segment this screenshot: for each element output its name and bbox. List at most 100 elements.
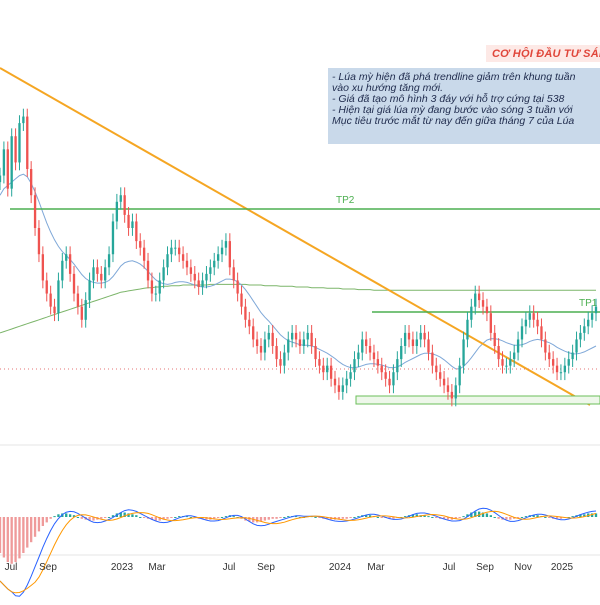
candle-body [423,332,426,340]
macd-bar [18,517,21,559]
macd-bar [170,517,173,518]
candle-body [30,169,33,196]
candle-body [166,254,169,268]
candle-body [326,365,329,373]
candle-body [185,260,189,268]
candle-body [341,385,344,392]
candle-body [216,254,220,261]
macd-bar [466,514,469,517]
candle-body [540,326,543,340]
candle-body [2,149,6,176]
candle-body [267,332,270,340]
candle-body [158,280,161,294]
candle-body [345,378,348,386]
time-tick-label: Jul [443,562,456,573]
candle-body [407,332,411,340]
candle-body [435,365,438,373]
candle-body [104,267,107,281]
macd-bar [505,517,508,520]
candle-body [450,391,454,399]
candle-body [349,372,352,379]
macd-bar [357,516,360,518]
candle-body [213,260,216,268]
macd-bar [92,517,95,521]
macd-bar [579,514,582,517]
macd-bar [0,517,2,553]
candle-body [72,273,76,294]
candle-body [302,339,306,346]
candle-body [372,352,376,360]
macd-bar [481,512,485,517]
macd-bar [189,517,193,518]
macd-bar [33,517,37,537]
macd-bar [41,517,45,526]
candle-body [388,378,391,386]
candle-body [509,359,512,366]
candle-body [154,293,157,295]
macd-bar [111,515,115,517]
candle-body [65,254,68,261]
time-tick-label: Sep [39,562,57,573]
candle-body [232,267,235,281]
candle-body [403,332,407,346]
macd-bar [516,517,520,518]
candle-body [501,359,504,366]
candle-body [88,280,91,301]
macd-bar [267,517,270,520]
candle-body [127,214,130,228]
macd-bar [559,517,563,519]
time-tick-label: Jul [5,562,18,573]
candle-body [80,306,83,320]
candle-body [427,339,430,353]
macd-bar [520,517,524,518]
candle-body [6,149,9,189]
candle-body [544,339,547,353]
macd-bar [489,515,492,517]
macd-bar [22,517,25,553]
macd-bar [263,517,267,521]
macd-bar [248,517,251,522]
macd-bar [88,517,91,521]
candle-body [485,306,489,314]
time-tick-label: Sep [257,562,275,573]
macd-bar [2,517,6,558]
candle-body [400,346,403,360]
candle-body [123,195,126,215]
macd-bar [107,517,111,518]
macd-bar [368,515,372,517]
candle-body [290,332,294,340]
candle-body [536,319,539,327]
time-tick-label: Mar [367,562,385,573]
candle-body [551,359,555,366]
candle-body [368,346,372,353]
macd-bar [185,516,189,518]
candle-body [318,359,321,366]
candle-body [236,280,239,294]
time-axis: Jul Sep 2023 Mar Jul Sep 2024 Mar Jul Sep Nov 2025 [5,562,574,573]
macd-bar [139,517,142,518]
candle-body [139,241,142,248]
candle-body [524,319,528,327]
candle-body [45,280,48,294]
macd-bar [446,517,450,520]
candle-body [279,359,282,366]
candle-body [454,385,457,399]
candle-body [263,339,267,353]
candle-body [68,254,72,274]
macd-bar [135,515,138,517]
macd-bar [555,517,559,519]
candle-body [189,267,193,274]
candle-body [466,319,469,340]
candle-body [193,273,196,281]
macd-bar [30,517,33,543]
candle-body [220,247,224,255]
ma-fast-line [0,173,597,370]
candle-body [493,332,496,346]
macd-bar [349,517,352,518]
tp2-label: TP2 [336,195,355,206]
macd-bar [53,516,56,518]
candle-body [252,326,255,340]
descending-trendline [0,67,591,406]
candle-body [41,254,45,281]
macd-bar [353,517,356,518]
